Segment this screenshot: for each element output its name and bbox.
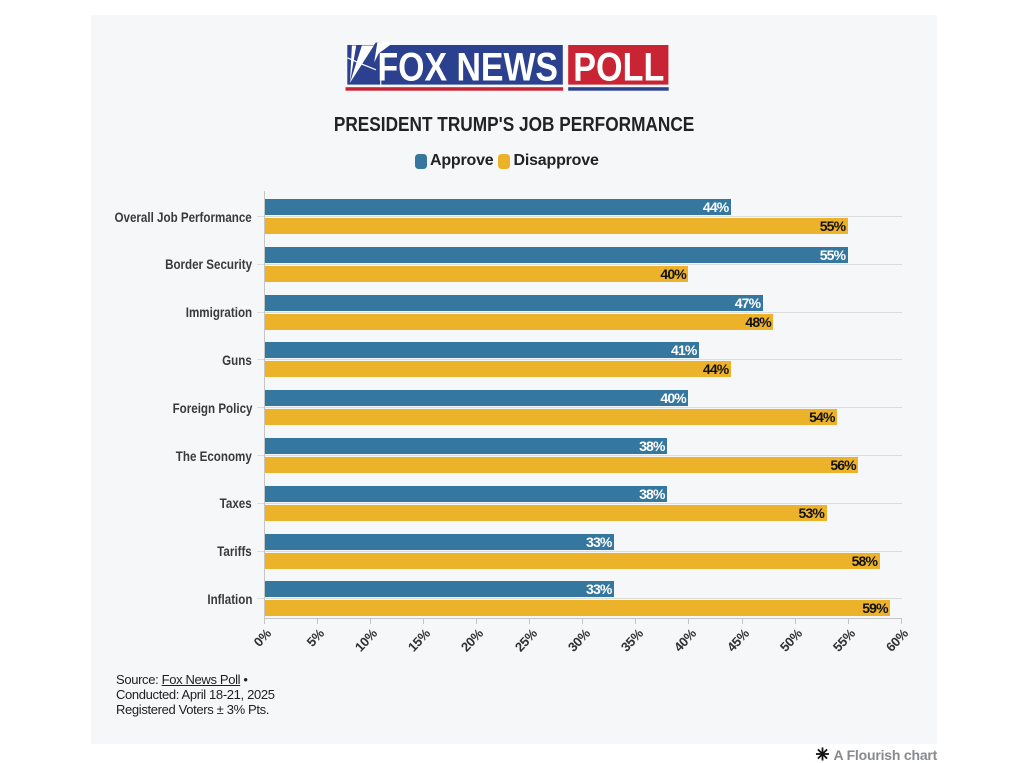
svg-text:FOX NEWS: FOX NEWS: [378, 45, 559, 89]
svg-text:POLL: POLL: [573, 45, 664, 89]
